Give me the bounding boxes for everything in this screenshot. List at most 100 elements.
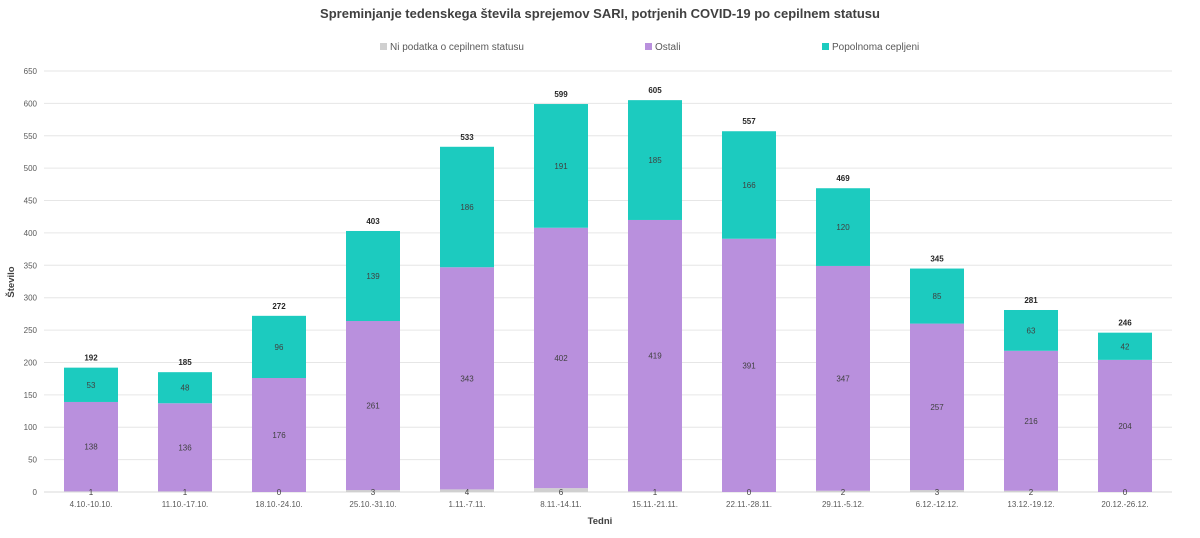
data-label: 53	[87, 381, 96, 390]
data-label: 347	[836, 374, 850, 383]
bar-ostali	[628, 219, 682, 492]
bar-ostali	[722, 238, 776, 492]
bar-popolnoma-cepljeni	[816, 188, 870, 266]
x-axis-title: Tedni	[588, 516, 613, 527]
x-tick-label: 11.10.-17.10.	[162, 500, 209, 509]
total-label: 281	[1024, 296, 1038, 305]
bar-popolnoma-cepljeni	[628, 100, 682, 220]
bar-ostali	[346, 321, 400, 491]
data-label: 1	[183, 488, 188, 497]
data-label: 1	[653, 488, 658, 497]
data-label: 42	[1121, 342, 1130, 351]
y-tick-label: 50	[28, 456, 37, 465]
data-labels: 1138531921136481850176962723261139403434…	[84, 86, 1132, 497]
data-label: 391	[742, 361, 756, 370]
data-label: 96	[275, 343, 284, 352]
bar-ostali	[816, 265, 870, 491]
y-tick-label: 100	[24, 423, 38, 432]
legend-swatch	[380, 43, 387, 50]
bar-no-data	[628, 491, 682, 492]
x-tick-label: 18.10.-24.10.	[255, 500, 302, 509]
bar-popolnoma-cepljeni	[440, 146, 494, 268]
data-label: 185	[648, 156, 662, 165]
total-label: 403	[366, 217, 380, 226]
bar-ostali	[534, 227, 588, 489]
y-tick-label: 150	[24, 391, 38, 400]
total-label: 557	[742, 117, 756, 126]
y-tick-label: 550	[24, 132, 38, 141]
bar-popolnoma-cepljeni	[158, 372, 212, 404]
data-label: 3	[371, 488, 376, 497]
bar-no-data	[64, 491, 118, 492]
total-label: 192	[84, 354, 98, 363]
data-label: 216	[1024, 417, 1038, 426]
data-label: 138	[84, 443, 98, 452]
bar-popolnoma-cepljeni	[252, 315, 306, 379]
bar-ostali	[910, 323, 964, 491]
bar-popolnoma-cepljeni	[64, 367, 118, 402]
y-tick-label: 650	[24, 67, 38, 76]
bar-ostali	[1098, 359, 1152, 492]
x-tick-label: 13.12.-19.12.	[1007, 500, 1054, 509]
data-label: 48	[181, 384, 190, 393]
bar-popolnoma-cepljeni	[910, 268, 964, 324]
total-label: 599	[554, 90, 568, 99]
gridlines	[44, 70, 1172, 493]
x-tick-label: 25.10.-31.10.	[349, 500, 396, 509]
total-label: 605	[648, 86, 662, 95]
data-label: 0	[747, 488, 752, 497]
x-axis-ticks: 4.10.-10.10. 11.10.-17.10. 18.10.-24.10. 25…	[70, 500, 1149, 509]
bar-ostali	[440, 267, 494, 490]
y-tick-label: 350	[24, 261, 38, 270]
data-label: 166	[742, 181, 756, 190]
data-label: 120	[836, 223, 850, 232]
total-label: 185	[178, 358, 192, 367]
data-label: 191	[554, 162, 568, 171]
data-label: 186	[460, 203, 474, 212]
x-tick-label: 4.10.-10.10.	[70, 500, 113, 509]
chart-title: Spreminjanje tedenskega števila sprejemo…	[320, 6, 880, 21]
data-label: 0	[277, 488, 282, 497]
y-axis-title: Število	[5, 266, 17, 297]
data-label: 343	[460, 374, 474, 383]
bar-ostali	[158, 403, 212, 492]
bar-no-data	[816, 490, 870, 492]
y-tick-label: 250	[24, 326, 38, 335]
data-label: 136	[178, 443, 192, 452]
x-tick-label: 1.11.-7.11.	[448, 500, 485, 509]
x-tick-label: 29.11.-5.12.	[822, 500, 864, 509]
data-label: 4	[465, 488, 470, 497]
x-tick-label: 8.11.-14.11.	[540, 500, 582, 509]
bar-popolnoma-cepljeni	[1098, 332, 1152, 360]
total-label: 246	[1118, 319, 1132, 328]
bar-no-data	[534, 488, 588, 492]
data-label: 257	[930, 403, 944, 412]
bar-no-data	[346, 490, 400, 492]
total-label: 272	[272, 302, 286, 311]
data-label: 2	[841, 488, 846, 497]
y-tick-label: 200	[24, 358, 38, 367]
data-label: 402	[554, 354, 568, 363]
x-tick-label: 20.12.-26.12.	[1101, 500, 1148, 509]
data-label: 6	[559, 488, 564, 497]
legend-label: Ostali	[655, 42, 681, 53]
data-label: 419	[648, 352, 662, 361]
total-label: 345	[930, 255, 944, 264]
y-axis-ticks: 0 50 100 150 200 250 300 350 400 450 500 550 600 650	[24, 67, 38, 497]
x-tick-label: 6.12.-12.12.	[916, 500, 959, 509]
data-label: 176	[272, 431, 286, 440]
legend-swatch	[645, 43, 652, 50]
bars	[64, 100, 1152, 492]
bar-popolnoma-cepljeni	[1004, 309, 1058, 351]
y-tick-label: 0	[33, 488, 38, 497]
total-label: 469	[836, 174, 850, 183]
data-label: 2	[1029, 488, 1034, 497]
bar-no-data	[1004, 490, 1058, 492]
bar-no-data	[158, 491, 212, 492]
y-tick-label: 400	[24, 229, 38, 238]
data-label: 3	[935, 488, 940, 497]
legend: Ni podatka o cepilnem statusu Ostali Popol…	[380, 42, 919, 53]
bar-popolnoma-cepljeni	[534, 104, 588, 228]
bar-no-data	[440, 489, 494, 492]
